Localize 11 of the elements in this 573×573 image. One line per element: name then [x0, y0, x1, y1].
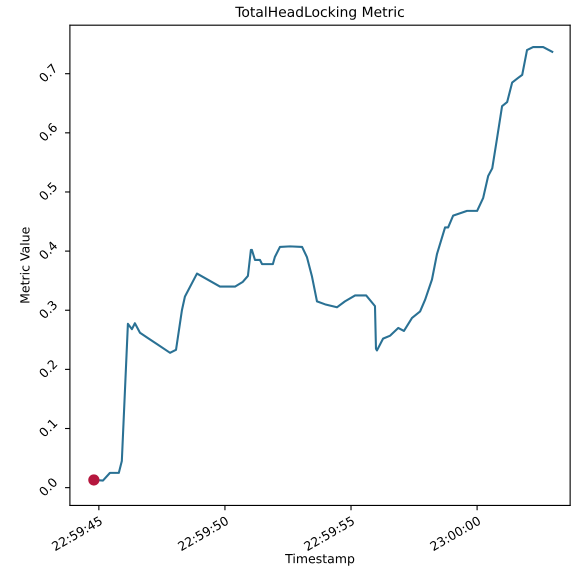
chart-title: TotalHeadLocking Metric	[235, 6, 404, 20]
y-tick-label: 0.3	[38, 300, 58, 320]
x-axis-title: Timestamp	[285, 554, 354, 566]
y-tick-label: 0.2	[38, 359, 58, 378]
y-tick-label: 0.0	[38, 477, 58, 497]
y-axis-title: Metric Value	[20, 227, 30, 303]
y-tick-label: 0.1	[38, 418, 58, 438]
y-tick-label: 0.6	[38, 122, 58, 142]
y-tick-label: 0.5	[38, 182, 58, 201]
y-tick-label: 0.7	[38, 63, 58, 83]
y-tick-label: 0.4	[38, 240, 58, 260]
